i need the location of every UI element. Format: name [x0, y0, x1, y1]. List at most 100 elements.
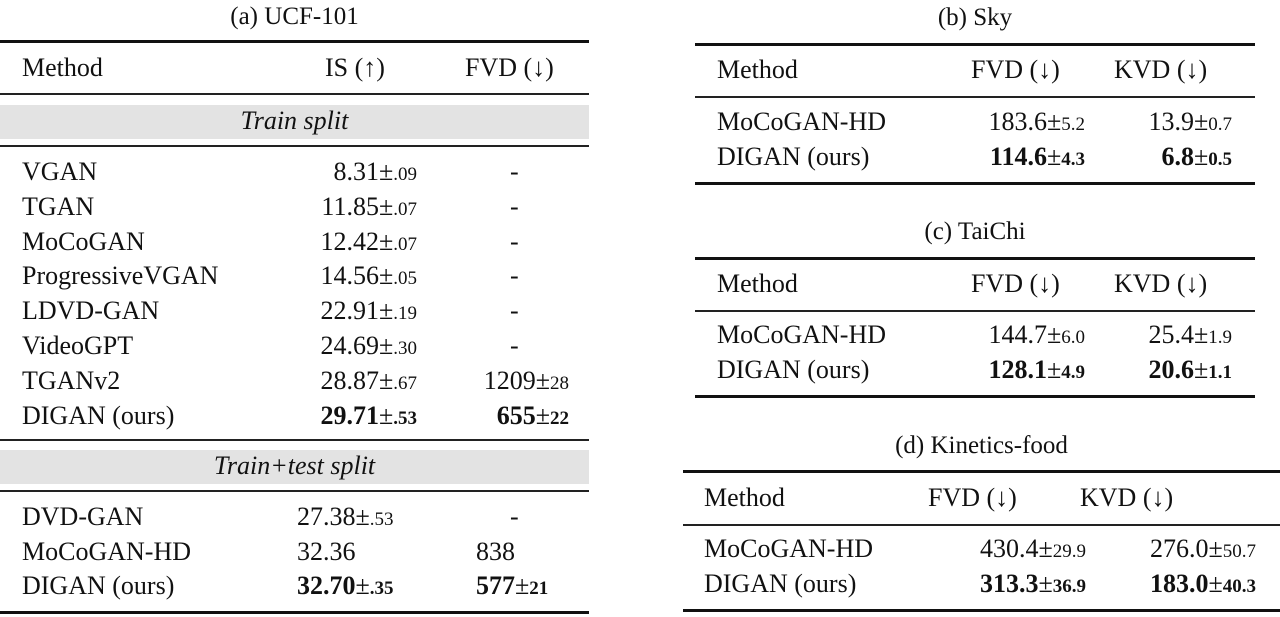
cell-value: 29.71: [320, 400, 379, 430]
plus-minus-sign: ±: [535, 365, 550, 395]
is-value: 11.85±.07: [321, 190, 417, 227]
cell-value: 14.56: [320, 261, 379, 291]
std-dev: 6.0: [1061, 327, 1085, 348]
method-name: LDVD-GAN: [22, 296, 160, 326]
fvd-value: 128.1±4.9: [988, 353, 1085, 390]
bottom-rule: [683, 609, 1280, 612]
std-dev: .07: [393, 233, 417, 255]
section-label: Train+test split: [213, 451, 376, 480]
cell-value: 838: [476, 536, 515, 566]
header-row: Method FVD (↓) KVD (↓): [683, 481, 1280, 515]
cell-value: 128.1: [988, 355, 1047, 384]
table-row: MoCoGAN-HD 183.6±5.2 13.9±0.7: [695, 105, 1255, 139]
col-header-fvd: FVD (↓): [465, 53, 554, 82]
kvd-value: 25.4±1.9: [1148, 318, 1232, 355]
cell-value: 24.69: [320, 331, 379, 360]
table-caption: (a) UCF-101: [230, 3, 359, 30]
table-row: DIGAN (ours) 313.3±36.9 183.0±40.3: [683, 567, 1280, 601]
section-band-train-test: Train+test split: [0, 450, 589, 484]
cell-value: 313.3: [979, 569, 1039, 598]
fvd-value: 655±22: [497, 399, 569, 436]
table-row: DIGAN (ours) 114.6±4.3 6.8±0.5: [695, 140, 1255, 174]
std-dev: .07: [393, 198, 417, 220]
method-name: DIGAN (ours): [22, 571, 175, 600]
plus-minus-sign: ±: [355, 502, 370, 531]
plus-minus-sign: ±: [1038, 534, 1053, 563]
method-name: DIGAN (ours): [717, 355, 870, 384]
cell-value: 655: [496, 400, 536, 430]
plus-minus-sign: ±: [378, 157, 394, 186]
table-caption: (c) TaiChi: [924, 218, 1026, 245]
std-dev: 4.3: [1061, 149, 1085, 170]
table-row: DIGAN (ours) 32.70±.35 577±21: [0, 569, 589, 603]
fvd-value: -: [510, 157, 519, 186]
std-dev: 22: [550, 407, 569, 429]
plus-minus-sign: ±: [1193, 355, 1209, 384]
cell-value: 144.7: [988, 320, 1047, 349]
table-sky: (b) Sky Method FVD (↓) KVD (↓) MoCoGAN-H…: [695, 0, 1255, 190]
plus-minus-sign: ±: [378, 226, 394, 256]
is-value: 24.69±.30: [320, 329, 417, 366]
top-rule: [695, 257, 1255, 260]
header-rule: [695, 310, 1255, 312]
method-name: DIGAN (ours): [717, 142, 870, 171]
cell-value: 27.38: [297, 502, 356, 531]
std-dev: 1.1: [1208, 362, 1232, 383]
is-value: 12.42±.07: [320, 225, 417, 262]
col-header-fvd: FVD (↓): [928, 483, 1017, 512]
table-row: DIGAN (ours) 29.71±.53 655±22: [0, 399, 589, 433]
col-header-method: Method: [22, 53, 103, 82]
cell-value: 183.0: [1149, 569, 1209, 598]
table-taichi: (c) TaiChi Method FVD (↓) KVD (↓) MoCoGA…: [695, 200, 1255, 400]
kvd-value: 276.0±50.7: [1150, 532, 1256, 569]
cell-value: 577: [476, 571, 515, 600]
col-header-method: Method: [704, 483, 785, 512]
header-row: Method FVD (↓) KVD (↓): [695, 267, 1255, 301]
std-dev: 40.3: [1222, 576, 1256, 597]
fvd-value: 114.6±4.3: [990, 140, 1085, 177]
table-row: MoCoGAN 12.42±.07 -: [0, 225, 589, 259]
col-header-kvd: KVD (↓): [1080, 483, 1174, 512]
plus-minus-sign: ±: [1038, 569, 1053, 598]
table-row: VideoGPT 24.69±.30 -: [0, 329, 589, 363]
fvd-value: 183.6±5.2: [988, 105, 1085, 142]
header-rule: [683, 524, 1280, 526]
cell-value: 114.6: [989, 142, 1047, 171]
std-dev: 28: [550, 372, 569, 394]
method-name: TGAN: [22, 191, 95, 221]
plus-minus-sign: ±: [378, 191, 394, 221]
std-dev: .19: [393, 303, 417, 325]
table-row: MoCoGAN-HD 430.4±29.9 276.0±50.7: [683, 532, 1280, 566]
is-value: 32.70±.35: [297, 569, 394, 606]
kvd-value: 183.0±40.3: [1150, 567, 1256, 604]
cell-value: 8.31: [333, 157, 379, 186]
cell-value: 11.85: [321, 191, 379, 221]
cell-value: 13.9: [1148, 107, 1194, 136]
table-kinetics-food: (d) Kinetics-food Method FVD (↓) KVD (↓)…: [683, 410, 1280, 617]
col-header-kvd: KVD (↓): [1114, 269, 1208, 298]
std-dev: 50.7: [1222, 541, 1256, 562]
method-name: DIGAN (ours): [704, 569, 857, 598]
fvd-value: 838: [476, 535, 515, 569]
cell-value: 22.91: [320, 296, 379, 326]
plus-minus-sign: ±: [535, 400, 550, 430]
plus-minus-sign: ±: [378, 365, 394, 395]
fvd-value: 577±21: [476, 569, 548, 606]
method-name: TGANv2: [22, 365, 121, 395]
col-header-fvd: FVD (↓): [971, 269, 1060, 298]
std-dev: 29.9: [1052, 541, 1086, 562]
plus-minus-sign: ±: [1046, 355, 1062, 384]
std-dev: 0.5: [1208, 149, 1232, 170]
plus-minus-sign: ±: [1193, 142, 1209, 171]
std-dev: .67: [393, 372, 417, 394]
fvd-value: -: [510, 502, 519, 531]
bottom-rule: [695, 182, 1255, 185]
plus-minus-sign: ±: [1046, 320, 1062, 349]
fvd-value: -: [510, 226, 519, 256]
is-value: 29.71±.53: [320, 399, 417, 436]
plus-minus-sign: ±: [378, 296, 394, 326]
header-row: Method FVD (↓) KVD (↓): [695, 53, 1255, 87]
method-name: MoCoGAN-HD: [704, 534, 873, 563]
is-value: 22.91±.19: [320, 294, 417, 331]
std-dev: .30: [393, 338, 417, 359]
